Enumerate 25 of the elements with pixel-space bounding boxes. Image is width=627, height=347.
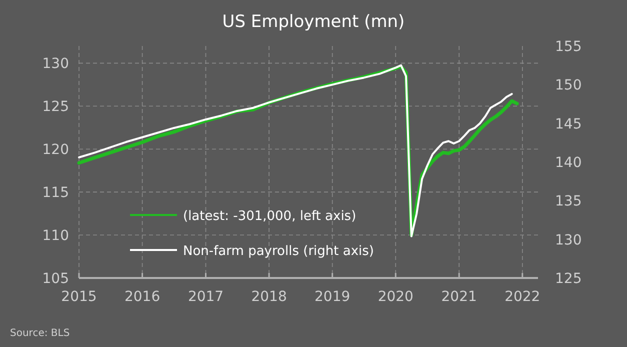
source-note: Source: BLS xyxy=(10,328,70,339)
y2-tick-label: 140 xyxy=(555,155,582,171)
y2-tick-label: 130 xyxy=(555,232,582,248)
y2-tick-label: 155 xyxy=(555,39,582,55)
x-tick-label: 2017 xyxy=(188,289,224,305)
y2-tick-label: 150 xyxy=(555,78,582,94)
y2-tick-label: 145 xyxy=(555,116,582,132)
x-tick-label: 2020 xyxy=(378,289,414,305)
x-tick-label: 2016 xyxy=(124,289,160,305)
y2-tick-label: 135 xyxy=(555,194,582,210)
chart-title: US Employment (mn) xyxy=(222,12,405,32)
x-tick-label: 2015 xyxy=(61,289,97,305)
y-tick-label: 125 xyxy=(42,99,69,116)
x-tick-label: 2022 xyxy=(504,289,540,305)
x-tick-label: 2019 xyxy=(314,289,350,305)
y-tick-label: 130 xyxy=(42,56,69,72)
y-tick-label: 110 xyxy=(42,228,69,244)
legend-label: Non-farm payrolls (right axis) xyxy=(183,244,374,259)
x-tick-label: 2018 xyxy=(251,289,287,305)
y-tick-label: 115 xyxy=(42,185,69,202)
x-tick-label: 2021 xyxy=(441,289,477,305)
y-tick-label: 105 xyxy=(42,271,69,287)
legend-label: (latest: -301,000, left axis) xyxy=(183,209,356,224)
y-tick-label: 120 xyxy=(42,142,69,158)
y2-tick-label: 125 xyxy=(555,271,582,287)
